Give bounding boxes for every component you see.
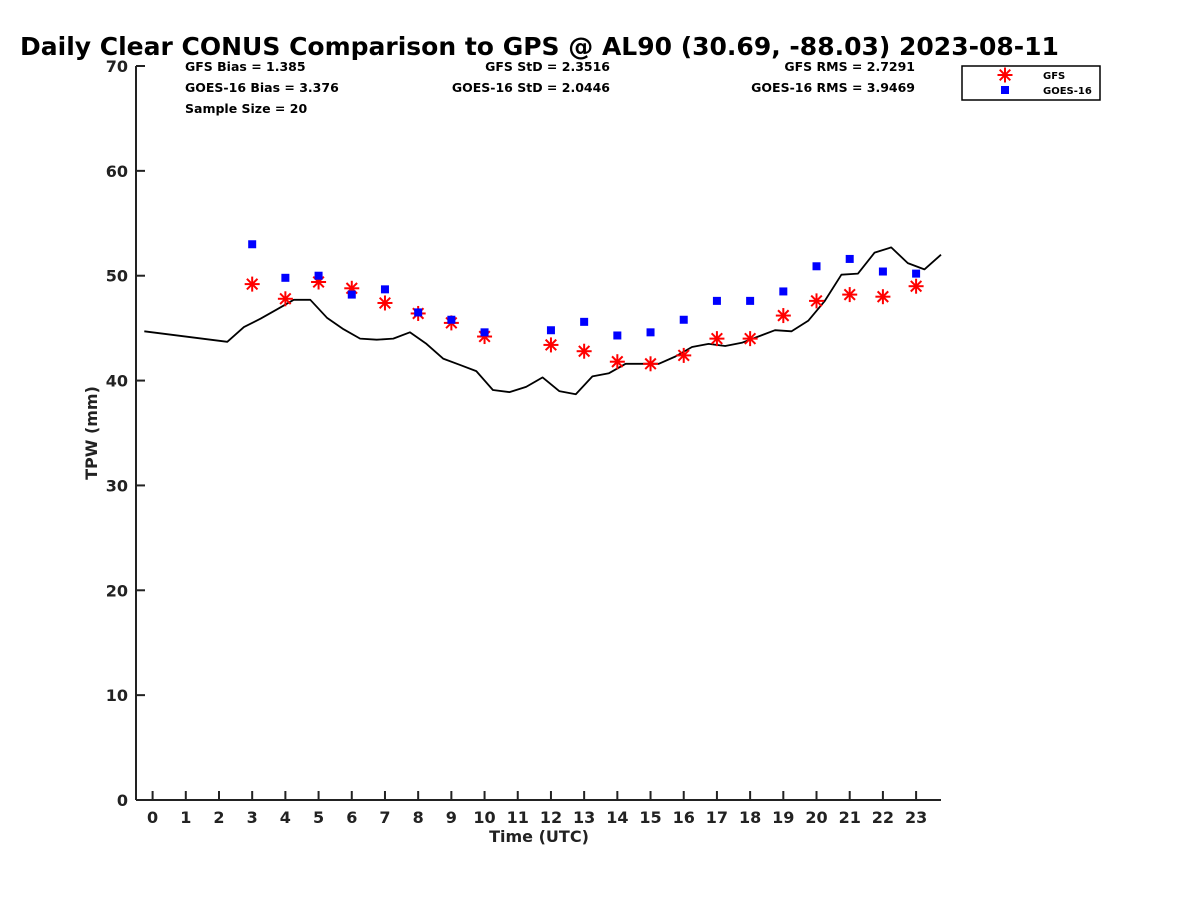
x-tick-label: 6 xyxy=(346,808,357,827)
gfs-bias-text: GFS Bias = 1.385 xyxy=(185,59,306,74)
x-tick-label: 4 xyxy=(280,808,291,827)
x-tick-label: 3 xyxy=(247,808,258,827)
x-tick-label: 16 xyxy=(673,808,695,827)
gfs-point xyxy=(609,354,625,370)
legend-gfs-asterisk xyxy=(997,67,1013,83)
gps-line-layer xyxy=(144,246,942,396)
goes-point xyxy=(380,285,389,294)
gfs-point xyxy=(775,308,791,324)
gfs-point xyxy=(842,287,858,303)
gfs-point xyxy=(377,295,393,311)
x-tick-label: 0 xyxy=(147,808,158,827)
x-tick-label: 19 xyxy=(772,808,794,827)
gfs-rms-text: GFS RMS = 2.7291 xyxy=(784,59,915,74)
y-tick-label: 10 xyxy=(106,686,128,705)
goes-point xyxy=(281,273,290,282)
x-tick-label: 18 xyxy=(739,808,761,827)
y-tick-label: 50 xyxy=(106,267,128,286)
y-tick-label: 70 xyxy=(106,57,128,76)
goes-point xyxy=(546,326,555,335)
gfs-point xyxy=(709,331,725,347)
gfs-point xyxy=(809,293,825,309)
gfs-point xyxy=(676,347,692,363)
goes-point xyxy=(314,271,323,280)
goes-point xyxy=(580,317,589,326)
goes-bias-text: GOES-16 Bias = 3.376 xyxy=(185,80,339,95)
gfs-point xyxy=(643,356,659,372)
x-tick-label: 11 xyxy=(507,808,529,827)
goes-point xyxy=(878,267,887,276)
gfs-point xyxy=(277,291,293,307)
goes-point xyxy=(712,296,721,305)
gfs-point xyxy=(244,276,260,292)
x-axis-label: Time (UTC) xyxy=(489,827,589,846)
gfs-point xyxy=(908,278,924,294)
goes-point xyxy=(845,254,854,263)
x-tick-label: 23 xyxy=(905,808,927,827)
goes-point xyxy=(480,328,489,337)
y-tick-label: 0 xyxy=(117,791,128,810)
legend-box xyxy=(961,65,1101,101)
stats-annotations: GFS Bias = 1.385 GOES-16 Bias = 3.376 Sa… xyxy=(185,59,915,116)
x-tick-label: 7 xyxy=(379,808,390,827)
y-tick-label: 30 xyxy=(106,476,128,495)
gfs-point xyxy=(742,331,758,347)
y-axis-label: TPW (mm) xyxy=(82,386,101,480)
gps-tpw-line xyxy=(144,246,942,396)
x-tick-label: 20 xyxy=(805,808,827,827)
y-tick-label: 40 xyxy=(106,372,128,391)
x-tick-label: 8 xyxy=(413,808,424,827)
legend-goes-label: GOES-16 xyxy=(1043,86,1092,97)
x-tick-label: 1 xyxy=(180,808,191,827)
goes-point xyxy=(613,331,622,340)
x-tick-label: 22 xyxy=(872,808,894,827)
legend-gfs-label: GFS xyxy=(1043,71,1065,82)
goes-point xyxy=(746,296,755,305)
y-tick-label: 20 xyxy=(106,581,128,600)
legend-gfs-marker xyxy=(997,67,1013,83)
x-tick-label: 5 xyxy=(313,808,324,827)
x-tick-label: 17 xyxy=(706,808,728,827)
points-layer xyxy=(244,240,924,372)
goes-point xyxy=(347,290,356,299)
legend-goes-marker xyxy=(1001,86,1009,94)
goes-std-text: GOES-16 StD = 2.0446 xyxy=(452,80,610,95)
goes-point xyxy=(414,308,423,317)
gfs-point xyxy=(875,289,891,305)
legend: GFS GOES-16 xyxy=(961,65,1101,101)
goes-point xyxy=(248,240,257,249)
goes-rms-text: GOES-16 RMS = 3.9469 xyxy=(751,80,915,95)
x-tick-label: 13 xyxy=(573,808,595,827)
x-tick-label: 14 xyxy=(606,808,628,827)
x-tick-label: 10 xyxy=(473,808,495,827)
y-tick-label: 60 xyxy=(106,162,128,181)
gfs-point xyxy=(576,343,592,359)
goes-point xyxy=(812,262,821,271)
x-tick-label: 21 xyxy=(839,808,861,827)
sample-size-text: Sample Size = 20 xyxy=(185,101,307,116)
goes-point xyxy=(779,287,788,296)
gfs-point xyxy=(543,337,559,353)
x-tick-label: 2 xyxy=(213,808,224,827)
x-tick-label: 15 xyxy=(639,808,661,827)
goes-point xyxy=(447,315,456,324)
chart-title: Daily Clear CONUS Comparison to GPS @ AL… xyxy=(20,32,1059,61)
goes-point xyxy=(646,328,655,337)
goes-point xyxy=(679,315,688,324)
x-tick-label: 12 xyxy=(540,808,562,827)
gfs-std-text: GFS StD = 2.3516 xyxy=(485,59,610,74)
x-tick-label: 9 xyxy=(446,808,457,827)
goes-point xyxy=(912,269,921,278)
